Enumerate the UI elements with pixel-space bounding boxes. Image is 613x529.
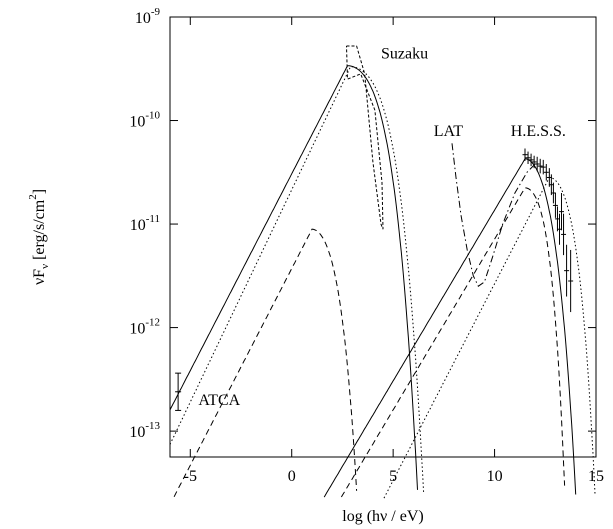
model-curve-solid	[169, 65, 418, 490]
x-tick-label: 0	[288, 468, 296, 485]
y-tick-label: 10-10	[129, 110, 160, 131]
annotation-label: ATCA	[198, 392, 240, 409]
y-tick-base: 10	[129, 424, 145, 441]
y-axis-label: νFν [erg/s/cm2]	[27, 189, 51, 285]
y-label-unit-close: ]	[31, 189, 48, 194]
data-points	[175, 148, 574, 411]
annotation-label: LAT	[434, 123, 464, 140]
annotation-label: H.E.S.S.	[511, 123, 566, 140]
y-tick-base: 10	[129, 321, 145, 338]
y-label-unit: [erg/s/cm	[31, 199, 48, 264]
y-tick-exponent: -11	[146, 213, 160, 225]
model-curve-dashed	[173, 228, 358, 498]
model-curve-solid	[323, 158, 577, 498]
y-tick-exponent: -10	[145, 110, 160, 122]
model-curve-dashed	[340, 187, 566, 498]
y-tick-exponent: -9	[151, 6, 161, 18]
y-tick-exponent: -12	[145, 317, 160, 329]
chart-labels: Suzaku LAT H.E.S.S. ATCA	[198, 45, 566, 409]
y-label-subscript: ν	[39, 264, 51, 269]
y-tick-label: 10-12	[129, 317, 160, 338]
y-tick-base: 10	[135, 10, 151, 27]
y-tick-base: 10	[130, 217, 146, 234]
model-curve-dotted	[169, 66, 425, 493]
lat-curve	[451, 143, 536, 287]
y-label-prefix: νF	[31, 269, 48, 285]
y-tick-exponent: -13	[145, 420, 160, 432]
y-tick-label: 10-9	[135, 6, 161, 27]
y-label-unit-exponent: 2	[27, 194, 39, 200]
y-tick-base: 10	[129, 114, 145, 131]
suzaku-bowtie	[346, 45, 384, 230]
annotation-label: Suzaku	[381, 45, 428, 62]
x-tick-label: 10	[487, 468, 503, 485]
x-tick-label: 5	[389, 468, 397, 485]
x-tick-label: -5	[184, 468, 197, 485]
x-tick-label: 15	[588, 468, 604, 485]
plot-border	[169, 16, 597, 458]
x-axis-label: log (hν / eV)	[342, 508, 423, 525]
model-curves	[169, 45, 596, 499]
y-tick-label: 10-11	[130, 213, 160, 234]
model-curve-dotted	[383, 177, 596, 499]
y-tick-label: 10-13	[129, 420, 160, 441]
